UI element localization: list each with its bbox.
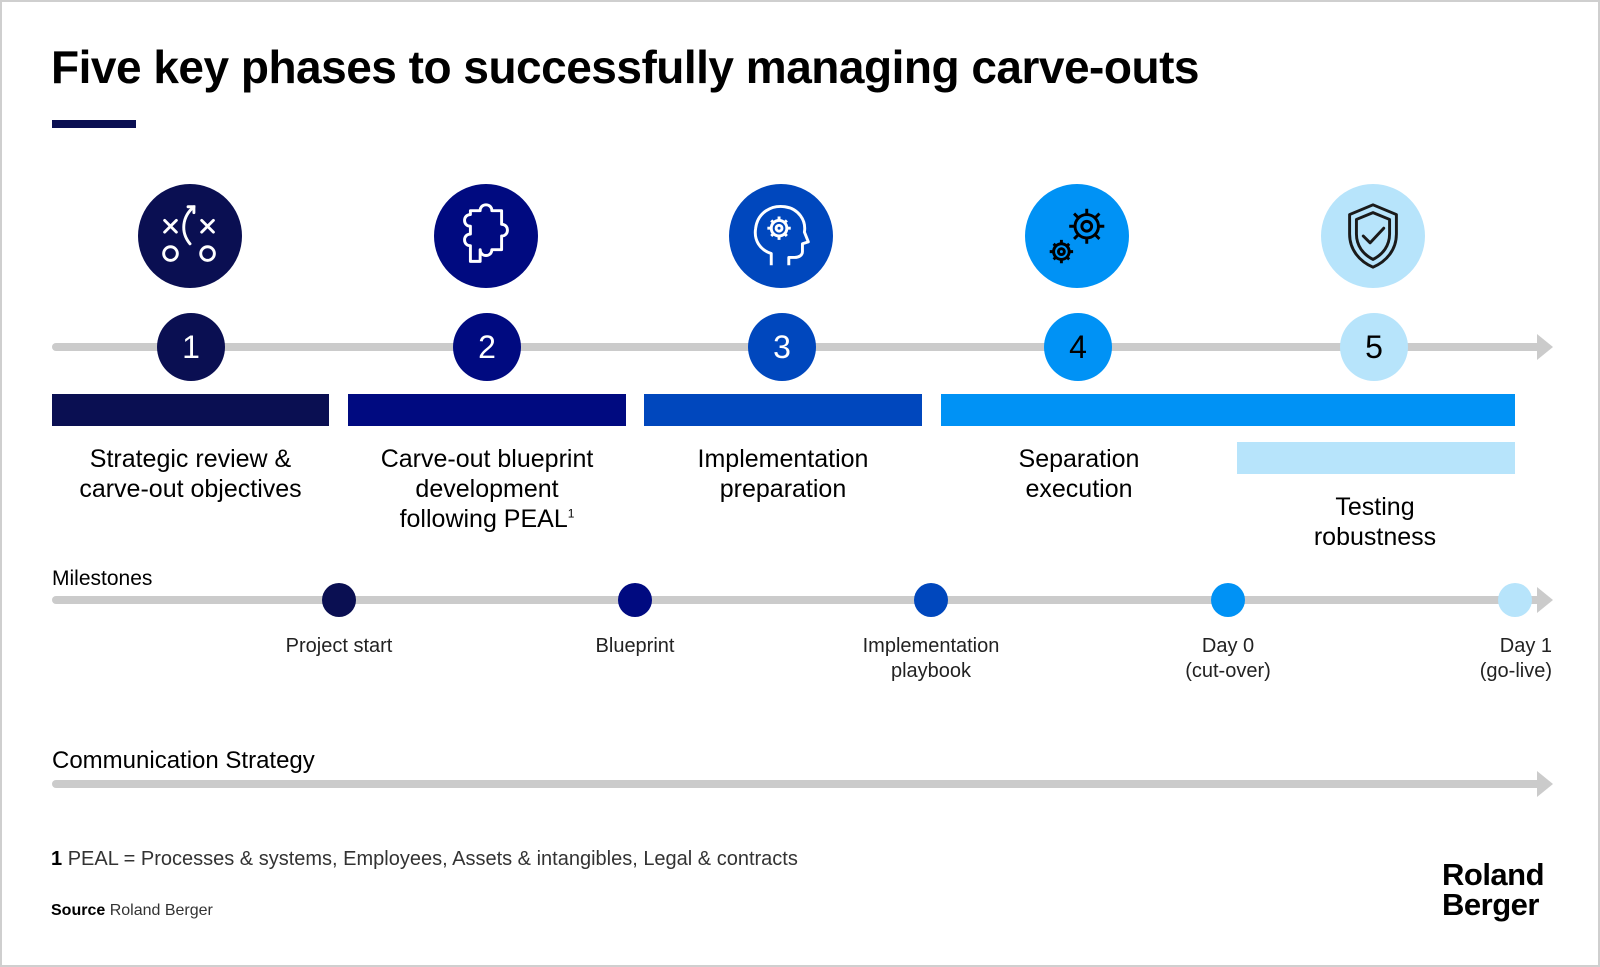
phase-1-label: Strategic review & carve-out objectives — [79, 445, 302, 503]
milestone-dot-implementation-playbook — [914, 583, 948, 617]
roland-berger-logo: Roland Berger — [1442, 857, 1545, 922]
milestone-label-project-start: Project start — [285, 635, 393, 657]
phase-2-number: 2 — [453, 313, 521, 381]
milestones-label: Milestones — [52, 567, 153, 590]
footnote-marker: 1 — [567, 506, 575, 521]
milestone-label-blueprint: Blueprint — [595, 635, 675, 657]
phase-3-bar — [644, 394, 922, 426]
phase-5-label: Testing robustness — [1313, 493, 1437, 551]
phase-5-icon-circle — [1321, 184, 1425, 288]
milestones-line — [52, 596, 1542, 604]
milestone-label-day-0: Day 0 (cut-over) — [1185, 635, 1271, 682]
milestone-label-implementation-playbook: Implementation playbook — [862, 635, 1000, 682]
shield-check-icon — [1348, 203, 1398, 269]
milestones-arrow-icon — [1537, 587, 1553, 613]
phase-4-bar — [941, 394, 1515, 426]
phase-3-number: 3 — [748, 313, 816, 381]
gears-icon — [1049, 208, 1105, 264]
page-title: Five key phases to successfully managing… — [51, 41, 1199, 93]
phase-1-number: 1 — [157, 313, 225, 381]
puzzle-piece-icon — [463, 203, 509, 263]
milestone-dot-day-1 — [1498, 583, 1532, 617]
milestone-dot-project-start — [322, 583, 356, 617]
phase-1-icon-circle — [138, 184, 242, 288]
phase-timeline-arrow-icon — [1537, 334, 1553, 360]
phase-3-icon-circle — [729, 184, 833, 288]
strategy-play-icon — [162, 205, 216, 262]
communication-arrow-icon — [1537, 771, 1553, 797]
footnote: 1 PEAL = Processes & systems, Employees,… — [51, 848, 798, 870]
milestone-dot-blueprint — [618, 583, 652, 617]
head-gear-icon — [753, 205, 810, 266]
communication-line — [52, 780, 1542, 788]
phase-4-number: 4 — [1044, 313, 1112, 381]
milestone-label-day-1: Day 1 (go-live) — [1479, 635, 1552, 682]
source-note: Source Roland Berger — [51, 902, 213, 919]
phase-5-number: 5 — [1340, 313, 1408, 381]
phase-4-icon-circle — [1025, 184, 1129, 288]
phase-2-bar — [348, 394, 626, 426]
communication-strategy-label: Communication Strategy — [52, 747, 315, 774]
phase-4-label: Separation execution — [1018, 445, 1140, 503]
phase-2-icon-circle — [434, 184, 538, 288]
phase-2-label: Carve-out blueprint development followin… — [380, 445, 594, 533]
title-underline — [52, 120, 136, 128]
phase-3-label: Implementation preparation — [697, 445, 869, 503]
phase-1-bar — [52, 394, 329, 426]
phase-5-bar — [1237, 442, 1515, 474]
milestone-dot-day-0 — [1211, 583, 1245, 617]
